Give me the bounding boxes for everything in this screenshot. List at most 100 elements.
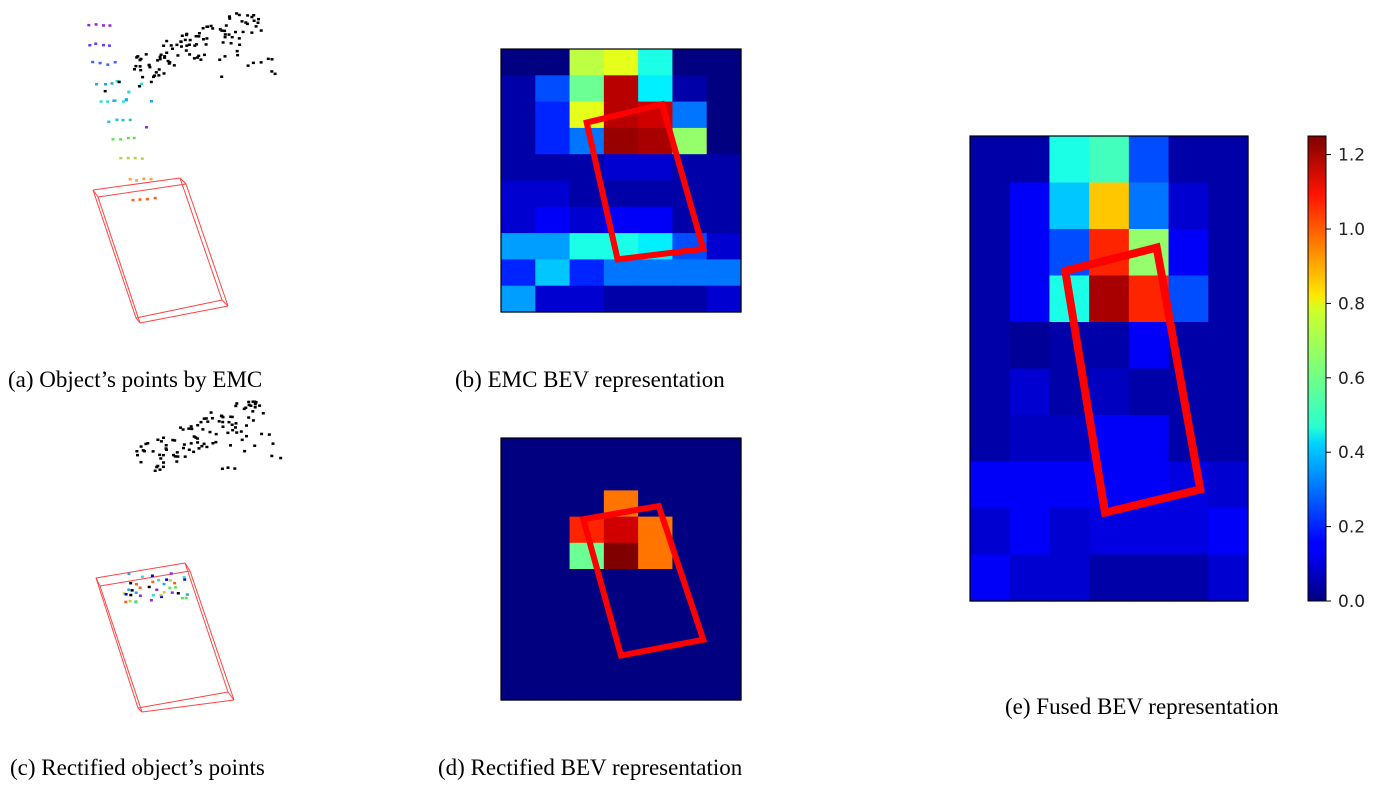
point: [111, 138, 115, 141]
wireframe-edge: [92, 189, 99, 198]
point: [245, 434, 248, 438]
point: [149, 177, 153, 181]
heatmap-cell: [569, 673, 605, 701]
heatmap-cell: [501, 127, 536, 155]
heatmap-cell: [535, 595, 571, 622]
point: [159, 593, 163, 597]
bounding-box: [583, 100, 708, 263]
point: [124, 593, 128, 596]
heatmap-cell: [706, 542, 742, 570]
point: [150, 100, 153, 103]
point: [234, 30, 237, 34]
point: [119, 156, 123, 160]
point: [165, 39, 169, 43]
colorbar-tick-label: 0.4: [1338, 443, 1365, 463]
point: [170, 591, 174, 594]
point: [156, 59, 160, 62]
point: [273, 72, 277, 76]
heatmap-cell: [672, 285, 708, 313]
point: [209, 24, 213, 28]
point: [141, 75, 145, 79]
point: [259, 29, 263, 32]
point: [193, 44, 197, 47]
point: [106, 63, 110, 66]
point: [103, 89, 107, 93]
heatmap-cell: [535, 206, 571, 234]
point: [196, 441, 200, 444]
point: [251, 400, 255, 403]
heatmap-cell: [672, 438, 708, 465]
heatmap-cell: [603, 621, 639, 649]
heatmap-cell: [501, 464, 536, 491]
point: [149, 80, 153, 84]
heatmap-cell: [603, 673, 639, 701]
point: [128, 177, 132, 181]
point: [157, 578, 160, 582]
heatmap-frame: [500, 48, 742, 313]
heatmap-cell: [501, 516, 536, 544]
heatmap-cell: [1089, 368, 1130, 416]
heatmap-cell: [535, 621, 571, 649]
point: [230, 415, 234, 419]
point: [157, 68, 161, 71]
point: [161, 465, 165, 469]
point: [158, 55, 162, 59]
heatmap-cell: [501, 49, 536, 76]
wireframe-edge: [95, 577, 101, 587]
point: [147, 585, 151, 589]
heatmap-cell: [603, 180, 639, 208]
point: [218, 28, 222, 31]
heatmap-cell: [1049, 554, 1090, 602]
point: [188, 53, 192, 56]
heatmap-cell: [603, 285, 639, 313]
point: [252, 19, 256, 22]
point: [201, 428, 205, 431]
heatmap-cell: [501, 180, 536, 208]
heatmap-cell: [535, 233, 571, 260]
heatmap-cell: [706, 621, 742, 649]
point: [206, 420, 210, 423]
heatmap-cell: [501, 101, 536, 129]
heatmap-cell: [1168, 229, 1209, 277]
point: [214, 432, 218, 436]
point: [229, 42, 233, 45]
heatmap-cell: [1128, 368, 1170, 416]
point: [230, 423, 234, 426]
point: [192, 450, 196, 454]
point: [192, 57, 196, 60]
point: [194, 35, 198, 38]
point: [102, 24, 105, 27]
point: [132, 136, 136, 140]
point: [196, 424, 200, 427]
bounding-box: [1060, 242, 1205, 518]
point: [164, 444, 168, 447]
point: [139, 445, 143, 448]
point: [211, 27, 215, 30]
point: [187, 43, 191, 46]
point: [87, 23, 91, 27]
point: [165, 448, 168, 451]
colorbar-tick-label: 0.6: [1338, 369, 1365, 389]
point: [245, 22, 249, 26]
heatmap-cell: [569, 285, 605, 313]
point: [135, 583, 138, 586]
point: [129, 581, 133, 585]
heatmap-cell: [535, 490, 571, 518]
heatmap-cell: [638, 75, 674, 103]
point: [244, 21, 248, 24]
heatmap-cell: [501, 673, 536, 701]
point: [187, 448, 191, 451]
point: [146, 442, 150, 445]
point: [238, 43, 242, 46]
point: [228, 15, 231, 18]
heatmap-cell: [535, 542, 571, 570]
point: [143, 449, 146, 453]
point: [128, 599, 132, 603]
wireframe-edge: [99, 585, 143, 713]
heatmap-cell: [1208, 322, 1249, 370]
point: [242, 407, 246, 411]
caption-c: (c) Rectified object’s points: [10, 755, 265, 780]
colorbar-tick-label: 1.2: [1338, 146, 1365, 166]
point: [254, 25, 258, 28]
heatmap-cell: [569, 259, 605, 287]
